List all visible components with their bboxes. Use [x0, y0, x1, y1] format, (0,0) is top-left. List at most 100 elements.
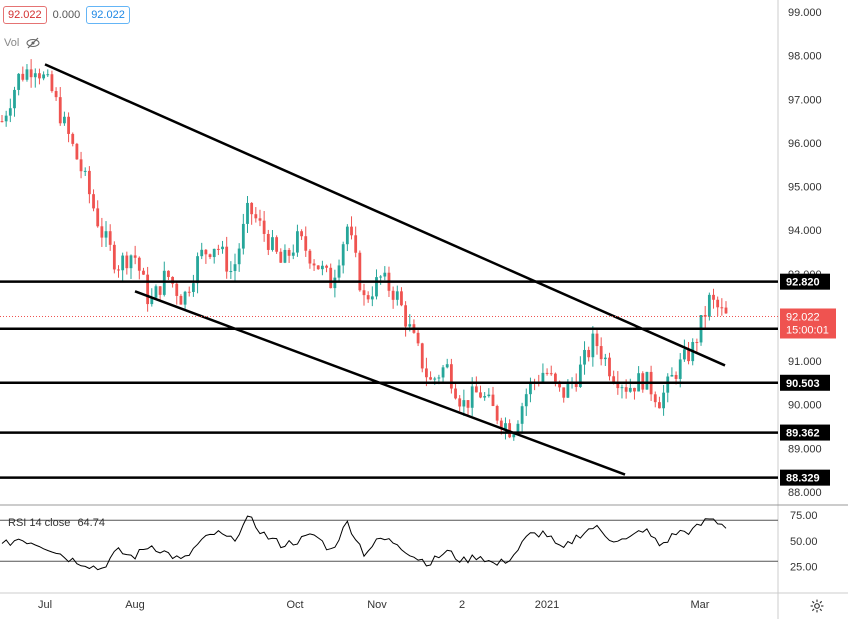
candle-body	[304, 236, 308, 251]
candle-body	[645, 371, 649, 390]
candle-body	[653, 394, 657, 403]
candle-body	[678, 359, 682, 379]
candle-body	[545, 372, 549, 374]
trend-line[interactable]	[44, 63, 726, 367]
candle-body	[108, 231, 112, 245]
candle-body	[370, 296, 374, 300]
candle-body	[516, 423, 520, 435]
candle-body	[358, 252, 362, 291]
candle-body	[445, 364, 449, 368]
candle-body	[287, 249, 291, 256]
candle-body	[233, 264, 237, 272]
candle-body	[628, 387, 632, 392]
countdown-label: 15:00:01	[786, 324, 829, 336]
candle-body	[21, 73, 25, 80]
candle-body	[308, 250, 312, 264]
candle-body	[416, 332, 420, 344]
volume-label: Vol	[4, 37, 20, 49]
candle-body	[54, 91, 58, 98]
candle-body	[158, 286, 162, 295]
candle-body	[154, 286, 158, 298]
candle-body	[641, 373, 645, 390]
close-value-badge: 92.022	[86, 6, 130, 24]
level-badge	[780, 424, 830, 441]
candle-body	[221, 246, 224, 250]
candle-body	[325, 265, 328, 268]
candle-body	[75, 143, 79, 160]
candle-body	[674, 374, 678, 379]
candle-body	[225, 246, 229, 272]
candle-body	[474, 386, 478, 393]
y-tick-label: 96.000	[788, 138, 822, 150]
candle-body	[395, 291, 399, 300]
candle-body	[404, 305, 408, 327]
candle-body	[13, 89, 16, 109]
x-tick-label: Aug	[125, 599, 145, 611]
candle-body	[716, 299, 720, 308]
candle-body	[100, 226, 104, 238]
candle-body	[216, 248, 220, 250]
x-tick-label: Jul	[38, 599, 52, 611]
candle-body	[179, 295, 183, 305]
eye-slash-icon[interactable]	[25, 37, 41, 49]
candle-body	[549, 373, 553, 375]
candle-body	[63, 116, 66, 124]
candle-body	[554, 373, 557, 382]
candle-body	[578, 364, 582, 387]
level-badge-label: 89.362	[786, 428, 820, 440]
candle-body	[337, 265, 341, 278]
candle-body	[117, 269, 120, 271]
candle-body	[529, 381, 532, 395]
candle-body	[129, 255, 133, 269]
candle-body	[96, 208, 100, 227]
candle-body	[620, 387, 624, 389]
candle-body	[125, 255, 129, 269]
candle-body	[483, 396, 487, 398]
candle-body	[42, 74, 46, 79]
candle-body	[350, 226, 353, 236]
gear-icon[interactable]	[810, 599, 824, 613]
candle-body	[4, 115, 8, 122]
candle-body	[33, 73, 37, 78]
candle-body	[458, 398, 462, 407]
candle-body	[237, 248, 241, 265]
candle-body	[562, 387, 566, 398]
candle-body	[682, 349, 686, 360]
candle-body	[196, 256, 199, 284]
candle-body	[362, 290, 366, 296]
candle-body	[67, 116, 70, 134]
y-tick-label: 90.000	[788, 400, 822, 412]
candle-body	[454, 388, 457, 399]
candle-body	[300, 231, 303, 237]
candle-body	[291, 252, 295, 256]
x-tick-label: Nov	[367, 599, 387, 611]
candle-body	[658, 402, 661, 409]
candle-body	[466, 400, 470, 408]
rsi-label-text: RSI 14 close	[8, 517, 71, 529]
candle-body	[712, 294, 715, 300]
candle-body	[499, 420, 503, 430]
candle-body	[167, 270, 170, 277]
candle-body	[38, 73, 41, 79]
y-tick-label: 94.000	[788, 225, 822, 237]
candle-body	[512, 434, 516, 438]
candle-body	[112, 244, 116, 270]
candle-body	[279, 251, 283, 263]
candle-body	[541, 372, 545, 382]
candle-body	[487, 394, 491, 397]
volume-toggle[interactable]: Vol	[4, 37, 41, 49]
candle-body	[437, 377, 441, 379]
x-tick-label: Mar	[691, 599, 710, 611]
candle-body	[666, 376, 670, 393]
candle-body	[441, 367, 445, 378]
candle-body	[449, 364, 453, 389]
candle-body	[246, 202, 249, 224]
candle-body	[595, 333, 599, 347]
candle-body	[200, 249, 204, 257]
level-badge-label: 88.329	[786, 473, 820, 485]
level-badge	[780, 374, 830, 391]
candle-body	[429, 377, 432, 380]
candle-body	[146, 274, 150, 305]
candle-body	[17, 73, 21, 90]
